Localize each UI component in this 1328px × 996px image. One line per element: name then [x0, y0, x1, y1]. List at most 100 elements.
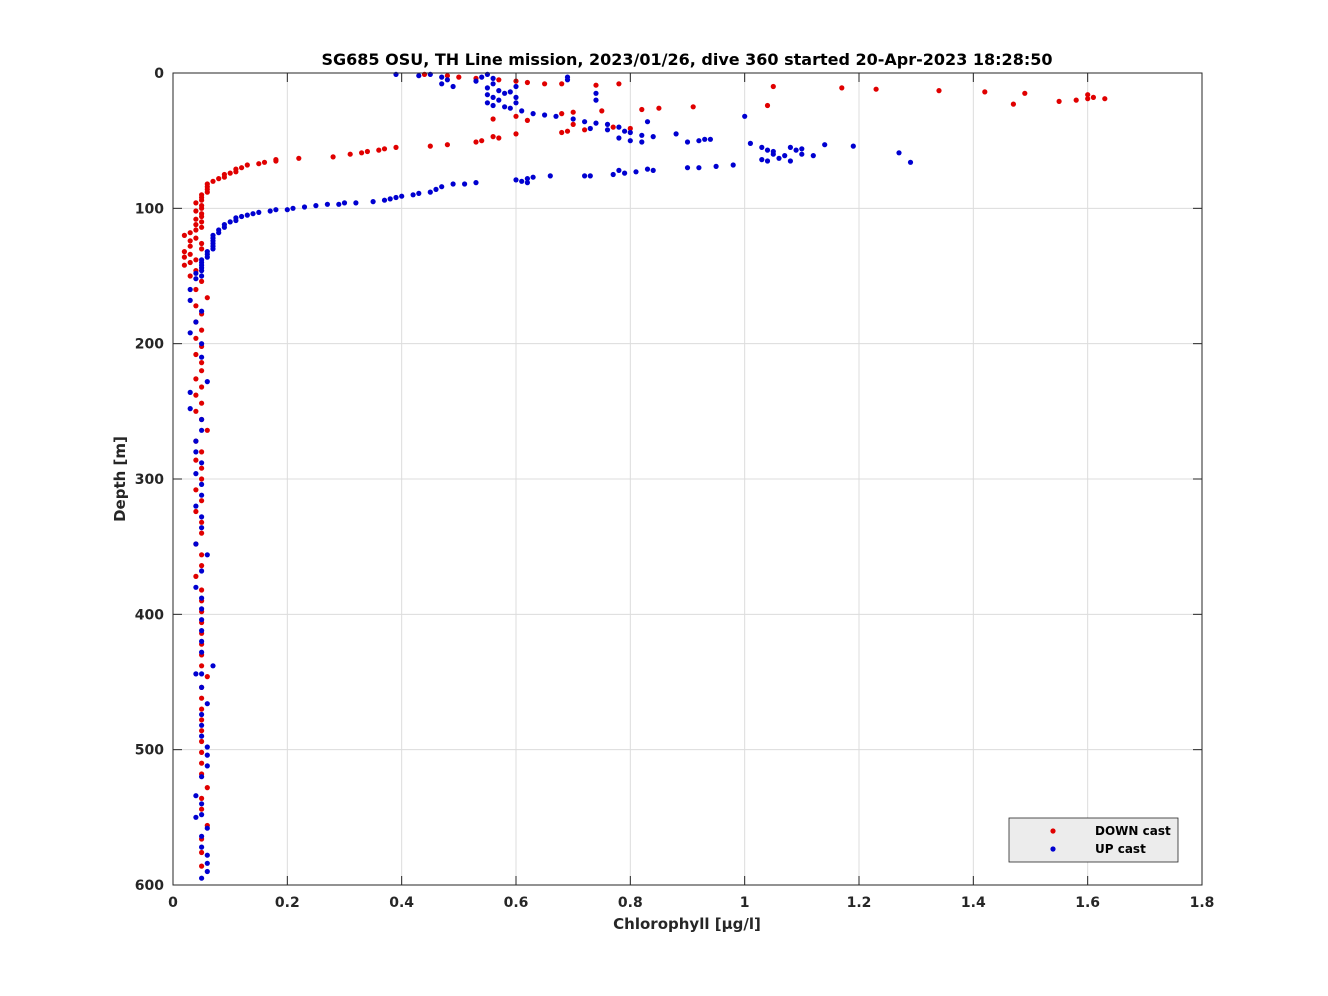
- down-cast-point: [273, 158, 279, 164]
- down-cast-point: [770, 83, 776, 90]
- up-cast-point: [250, 211, 256, 217]
- up-cast-point: [267, 208, 273, 214]
- up-cast-point: [502, 104, 508, 110]
- down-cast-point: [199, 863, 205, 869]
- up-cast-point: [199, 671, 205, 677]
- up-cast-point: [702, 136, 708, 142]
- up-cast-point: [433, 186, 439, 192]
- up-cast-point: [204, 825, 210, 831]
- down-cast-point: [216, 176, 222, 182]
- down-cast-point: [1073, 97, 1079, 103]
- up-cast-point: [204, 763, 210, 769]
- down-cast-point: [199, 728, 205, 734]
- down-cast-point: [193, 408, 199, 414]
- down-cast-point: [456, 74, 462, 80]
- up-cast-point: [199, 711, 205, 718]
- up-cast-point: [473, 180, 479, 186]
- up-cast-point: [216, 230, 222, 236]
- up-cast-point: [707, 136, 714, 142]
- up-cast-point: [336, 201, 342, 207]
- up-cast-point: [239, 213, 245, 220]
- y-tick-label: 600: [135, 878, 164, 894]
- down-cast-point: [199, 587, 205, 593]
- down-cast-point: [479, 138, 485, 144]
- up-cast-point: [199, 733, 205, 739]
- down-cast-point: [199, 384, 205, 390]
- up-cast-point: [787, 158, 794, 164]
- up-cast-point: [496, 97, 502, 103]
- x-tick-label: 0: [168, 895, 178, 911]
- down-cast-point: [193, 376, 199, 382]
- down-cast-point: [1085, 96, 1091, 102]
- up-cast-point: [770, 151, 776, 157]
- up-cast-point: [450, 83, 456, 90]
- up-cast-point: [439, 81, 445, 87]
- up-cast-point: [639, 132, 645, 138]
- down-cast-point: [427, 143, 433, 149]
- down-cast-point: [210, 178, 216, 184]
- y-tick-label: 500: [135, 743, 164, 759]
- down-cast-point: [199, 327, 205, 333]
- up-cast-point: [199, 481, 205, 487]
- down-cast-point: [364, 148, 370, 155]
- up-cast-point: [410, 192, 416, 198]
- up-cast-point: [187, 297, 193, 303]
- up-cast-point: [742, 113, 748, 119]
- down-cast-point: [181, 232, 187, 238]
- down-cast-point: [199, 213, 205, 220]
- up-cast-point: [730, 162, 736, 168]
- up-cast-point: [759, 157, 765, 163]
- legend-label-up-cast: UP cast: [1095, 842, 1146, 856]
- up-cast-point: [507, 89, 513, 95]
- up-cast-point: [616, 167, 622, 173]
- up-cast-point: [633, 169, 639, 175]
- down-cast-point: [559, 129, 565, 136]
- up-cast-point: [519, 108, 525, 114]
- up-cast-point: [764, 158, 771, 164]
- down-cast-point: [393, 144, 399, 150]
- up-cast-point: [553, 113, 559, 119]
- up-cast-point: [199, 606, 205, 612]
- up-cast-point: [199, 568, 205, 574]
- up-cast-point: [199, 628, 205, 634]
- up-cast-point: [193, 814, 199, 820]
- up-cast-point: [484, 85, 490, 91]
- up-cast-point: [547, 173, 553, 179]
- up-cast-point: [490, 75, 496, 81]
- up-cast-point: [524, 180, 531, 186]
- down-cast-point: [199, 278, 205, 284]
- up-cast-point: [199, 492, 205, 498]
- up-cast-point: [199, 774, 205, 780]
- up-cast-point: [564, 77, 571, 83]
- data-points: [181, 71, 1108, 881]
- up-cast-point: [210, 246, 216, 252]
- down-cast-point: [199, 197, 205, 203]
- up-cast-point: [416, 73, 422, 79]
- down-cast-point: [193, 208, 199, 214]
- down-cast-point: [199, 476, 205, 482]
- down-cast-point: [261, 159, 268, 165]
- up-cast-point: [787, 144, 794, 150]
- down-cast-point: [616, 81, 622, 87]
- down-cast-point: [296, 155, 302, 161]
- y-axis-title: Depth [m]: [111, 436, 129, 522]
- up-cast-point: [782, 153, 788, 159]
- down-cast-point: [199, 246, 205, 252]
- up-cast-point: [199, 812, 205, 818]
- up-cast-point: [513, 94, 519, 100]
- up-cast-point: [193, 449, 199, 455]
- x-tick-label: 1.4: [961, 895, 986, 911]
- up-cast-point: [810, 153, 816, 159]
- down-cast-point: [187, 273, 193, 279]
- up-cast-point: [684, 165, 691, 171]
- up-cast-point: [187, 389, 193, 395]
- up-cast-point: [381, 197, 388, 203]
- down-cast-point: [593, 82, 599, 88]
- down-cast-point: [199, 749, 205, 756]
- x-tick-label: 0.8: [618, 895, 643, 911]
- y-tick-label: 400: [135, 607, 164, 623]
- down-cast-point: [690, 104, 696, 110]
- up-cast-point: [627, 138, 633, 144]
- up-cast-point: [513, 83, 519, 90]
- up-cast-point: [610, 171, 616, 178]
